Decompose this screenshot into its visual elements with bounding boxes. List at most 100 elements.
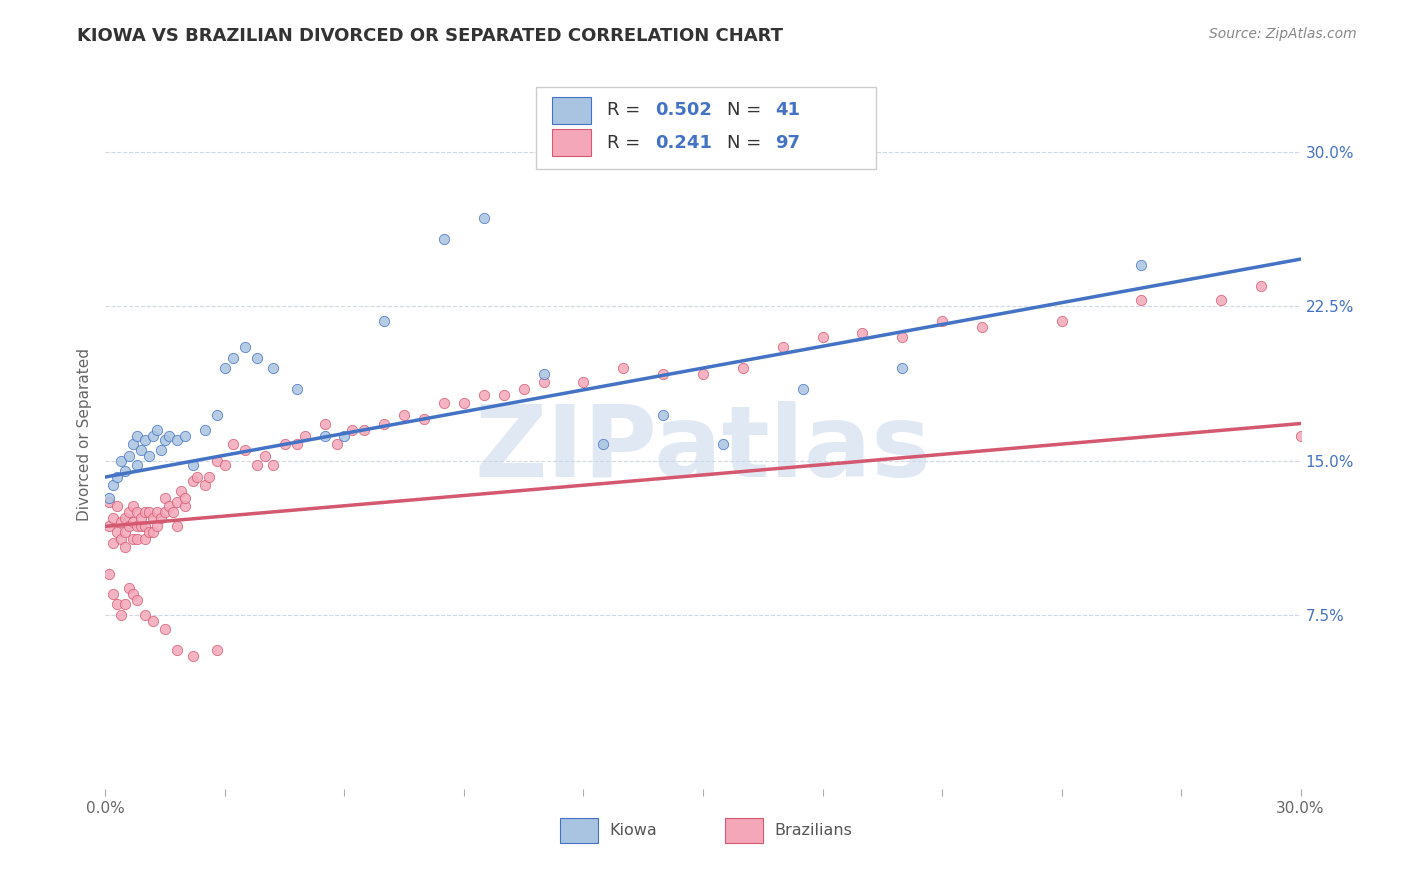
Point — [150, 443, 173, 458]
Point — [103, 511, 125, 525]
Point — [285, 437, 308, 451]
Point — [114, 511, 136, 525]
Point — [533, 376, 555, 390]
Point — [472, 388, 495, 402]
Point — [433, 231, 456, 245]
Point — [146, 519, 169, 533]
Point — [170, 484, 193, 499]
Point — [166, 433, 188, 447]
Point — [134, 505, 156, 519]
Point — [114, 525, 136, 540]
Point — [294, 429, 316, 443]
Point — [107, 470, 129, 484]
Point — [194, 423, 217, 437]
Point — [285, 382, 308, 396]
Text: 97: 97 — [775, 134, 800, 152]
Point — [513, 382, 536, 396]
Point — [110, 532, 132, 546]
Text: Kiowa: Kiowa — [610, 823, 658, 838]
Point — [157, 499, 180, 513]
Point — [792, 382, 814, 396]
Point — [153, 622, 177, 636]
Point — [1130, 258, 1153, 272]
Point — [222, 351, 245, 365]
Point — [205, 409, 228, 423]
Point — [891, 361, 914, 376]
Point — [731, 361, 754, 376]
Text: ZIPatlas: ZIPatlas — [475, 401, 931, 498]
Point — [98, 566, 121, 581]
FancyBboxPatch shape — [553, 96, 591, 123]
FancyBboxPatch shape — [560, 818, 598, 843]
Text: N =: N = — [727, 134, 766, 152]
Point — [373, 314, 395, 328]
Point — [772, 341, 794, 355]
Text: Brazilians: Brazilians — [775, 823, 852, 838]
Text: R =: R = — [607, 134, 647, 152]
Point — [162, 505, 184, 519]
Text: 0.502: 0.502 — [655, 101, 711, 119]
Point — [103, 535, 125, 549]
Text: R =: R = — [607, 101, 647, 119]
Point — [333, 429, 356, 443]
Point — [110, 453, 132, 467]
Point — [533, 368, 555, 382]
Point — [262, 458, 284, 472]
Point — [103, 587, 125, 601]
Point — [129, 511, 153, 525]
Point — [107, 525, 129, 540]
Point — [262, 361, 284, 376]
Point — [1250, 278, 1272, 293]
Point — [110, 515, 132, 529]
Text: KIOWA VS BRAZILIAN DIVORCED OR SEPARATED CORRELATION CHART: KIOWA VS BRAZILIAN DIVORCED OR SEPARATED… — [77, 27, 783, 45]
Point — [174, 429, 197, 443]
Point — [181, 648, 204, 663]
Point — [129, 443, 153, 458]
Point — [612, 361, 634, 376]
Point — [851, 326, 873, 340]
Point — [138, 450, 160, 464]
Point — [233, 341, 256, 355]
Point — [114, 464, 136, 478]
Point — [246, 351, 269, 365]
Point — [205, 642, 228, 657]
Point — [122, 499, 145, 513]
Point — [98, 491, 121, 505]
Point — [214, 361, 236, 376]
Point — [127, 429, 149, 443]
Point — [142, 614, 165, 628]
Point — [194, 478, 217, 492]
Point — [150, 511, 173, 525]
Point — [118, 450, 141, 464]
Text: 41: 41 — [775, 101, 800, 119]
Point — [153, 505, 177, 519]
Point — [142, 511, 165, 525]
Point — [392, 409, 416, 423]
Y-axis label: Divorced or Separated: Divorced or Separated — [76, 349, 91, 521]
Point — [186, 470, 208, 484]
Point — [110, 607, 132, 622]
Point — [353, 423, 375, 437]
Point — [138, 525, 160, 540]
Point — [103, 478, 125, 492]
Point — [127, 532, 149, 546]
FancyBboxPatch shape — [536, 87, 876, 169]
Point — [114, 598, 136, 612]
Text: 0.241: 0.241 — [655, 134, 711, 152]
Text: Source: ZipAtlas.com: Source: ZipAtlas.com — [1209, 27, 1357, 41]
Point — [692, 368, 714, 382]
Point — [222, 437, 245, 451]
Point — [127, 593, 149, 607]
Point — [129, 519, 153, 533]
Point — [118, 519, 141, 533]
Point — [342, 423, 364, 437]
Point — [233, 443, 256, 458]
Point — [314, 417, 336, 431]
Point — [314, 429, 336, 443]
Point — [214, 458, 236, 472]
FancyBboxPatch shape — [553, 129, 591, 156]
Point — [246, 458, 269, 472]
FancyBboxPatch shape — [724, 818, 762, 843]
Point — [181, 474, 204, 488]
Point — [118, 505, 141, 519]
